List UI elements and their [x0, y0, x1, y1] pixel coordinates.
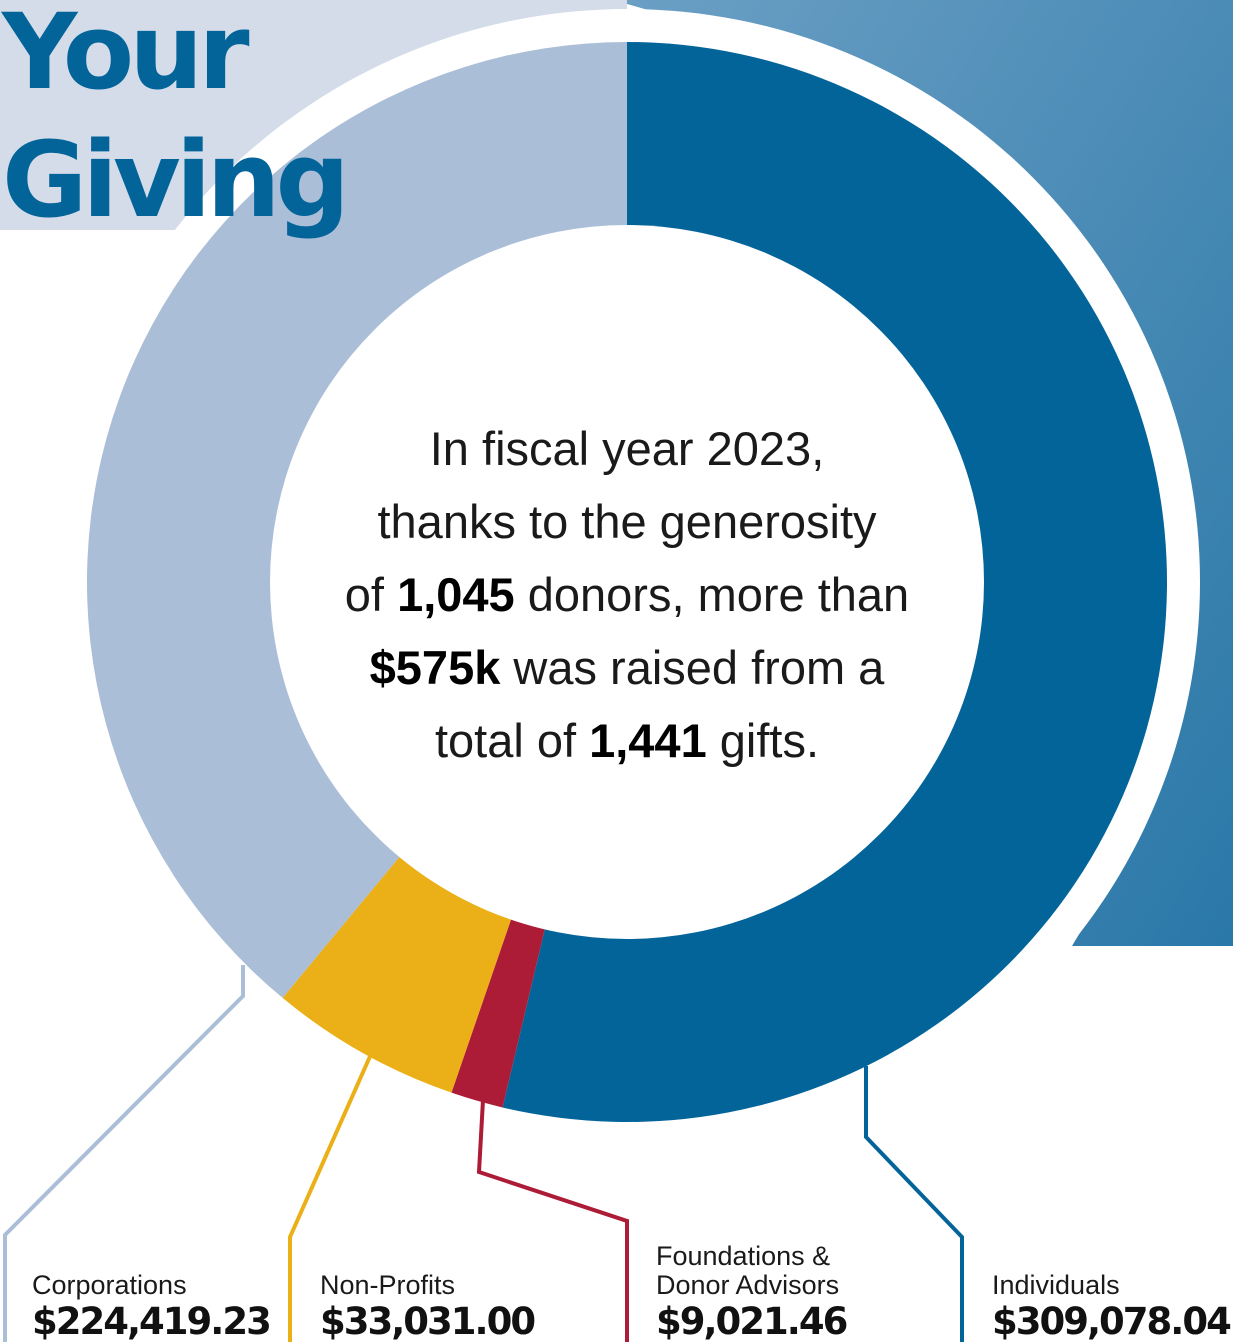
summary-line-4: $575k was raised from a [369, 641, 885, 694]
legend-value-corporations: $224,419.23 [32, 1300, 272, 1343]
leader-line-corporations [3, 965, 245, 1342]
legend-individuals: Individuals $309,078.04 [992, 1270, 1232, 1344]
summary-text: In fiscal year 2023, thanks to the gener… [300, 412, 954, 777]
legend-foundations: Foundations & Donor Advisors $9,021.46 [656, 1241, 848, 1344]
leader-lines [3, 965, 964, 1342]
donor-count: 1,045 [397, 568, 515, 621]
leader-line-foundations-donor-advisors [476, 1099, 629, 1342]
legend-label-corporations: Corporations [32, 1270, 187, 1300]
summary-line-1: In fiscal year 2023, [429, 422, 825, 475]
summary-line-3: of 1,045 donors, more than [344, 568, 910, 621]
legend-value-individuals: $309,078.04 [992, 1300, 1232, 1343]
legend-label-foundations: Foundations & Donor Advisors [656, 1241, 840, 1300]
summary-line-2: thanks to the generosity [377, 495, 877, 548]
gift-count: 1,441 [589, 714, 707, 767]
donut-hole [270, 225, 984, 939]
raised-amount: $575k [369, 641, 501, 694]
title-line-1: Your [0, 0, 249, 113]
legend-value-foundations: $9,021.46 [656, 1300, 848, 1343]
title-line-2: Giving [2, 119, 345, 241]
leader-line-non-profits [288, 999, 397, 1342]
legend-label-non-profits: Non-Profits [320, 1270, 456, 1300]
legend-non-profits: Non-Profits $33,031.00 [320, 1270, 536, 1344]
summary-line-5: total of 1,441 gifts. [434, 714, 820, 767]
legend-corporations: Corporations $224,419.23 [32, 1270, 272, 1344]
leader-line-individuals [864, 1066, 964, 1342]
legend-label-individuals: Individuals [992, 1270, 1120, 1300]
legend-value-non-profits: $33,031.00 [320, 1300, 536, 1343]
